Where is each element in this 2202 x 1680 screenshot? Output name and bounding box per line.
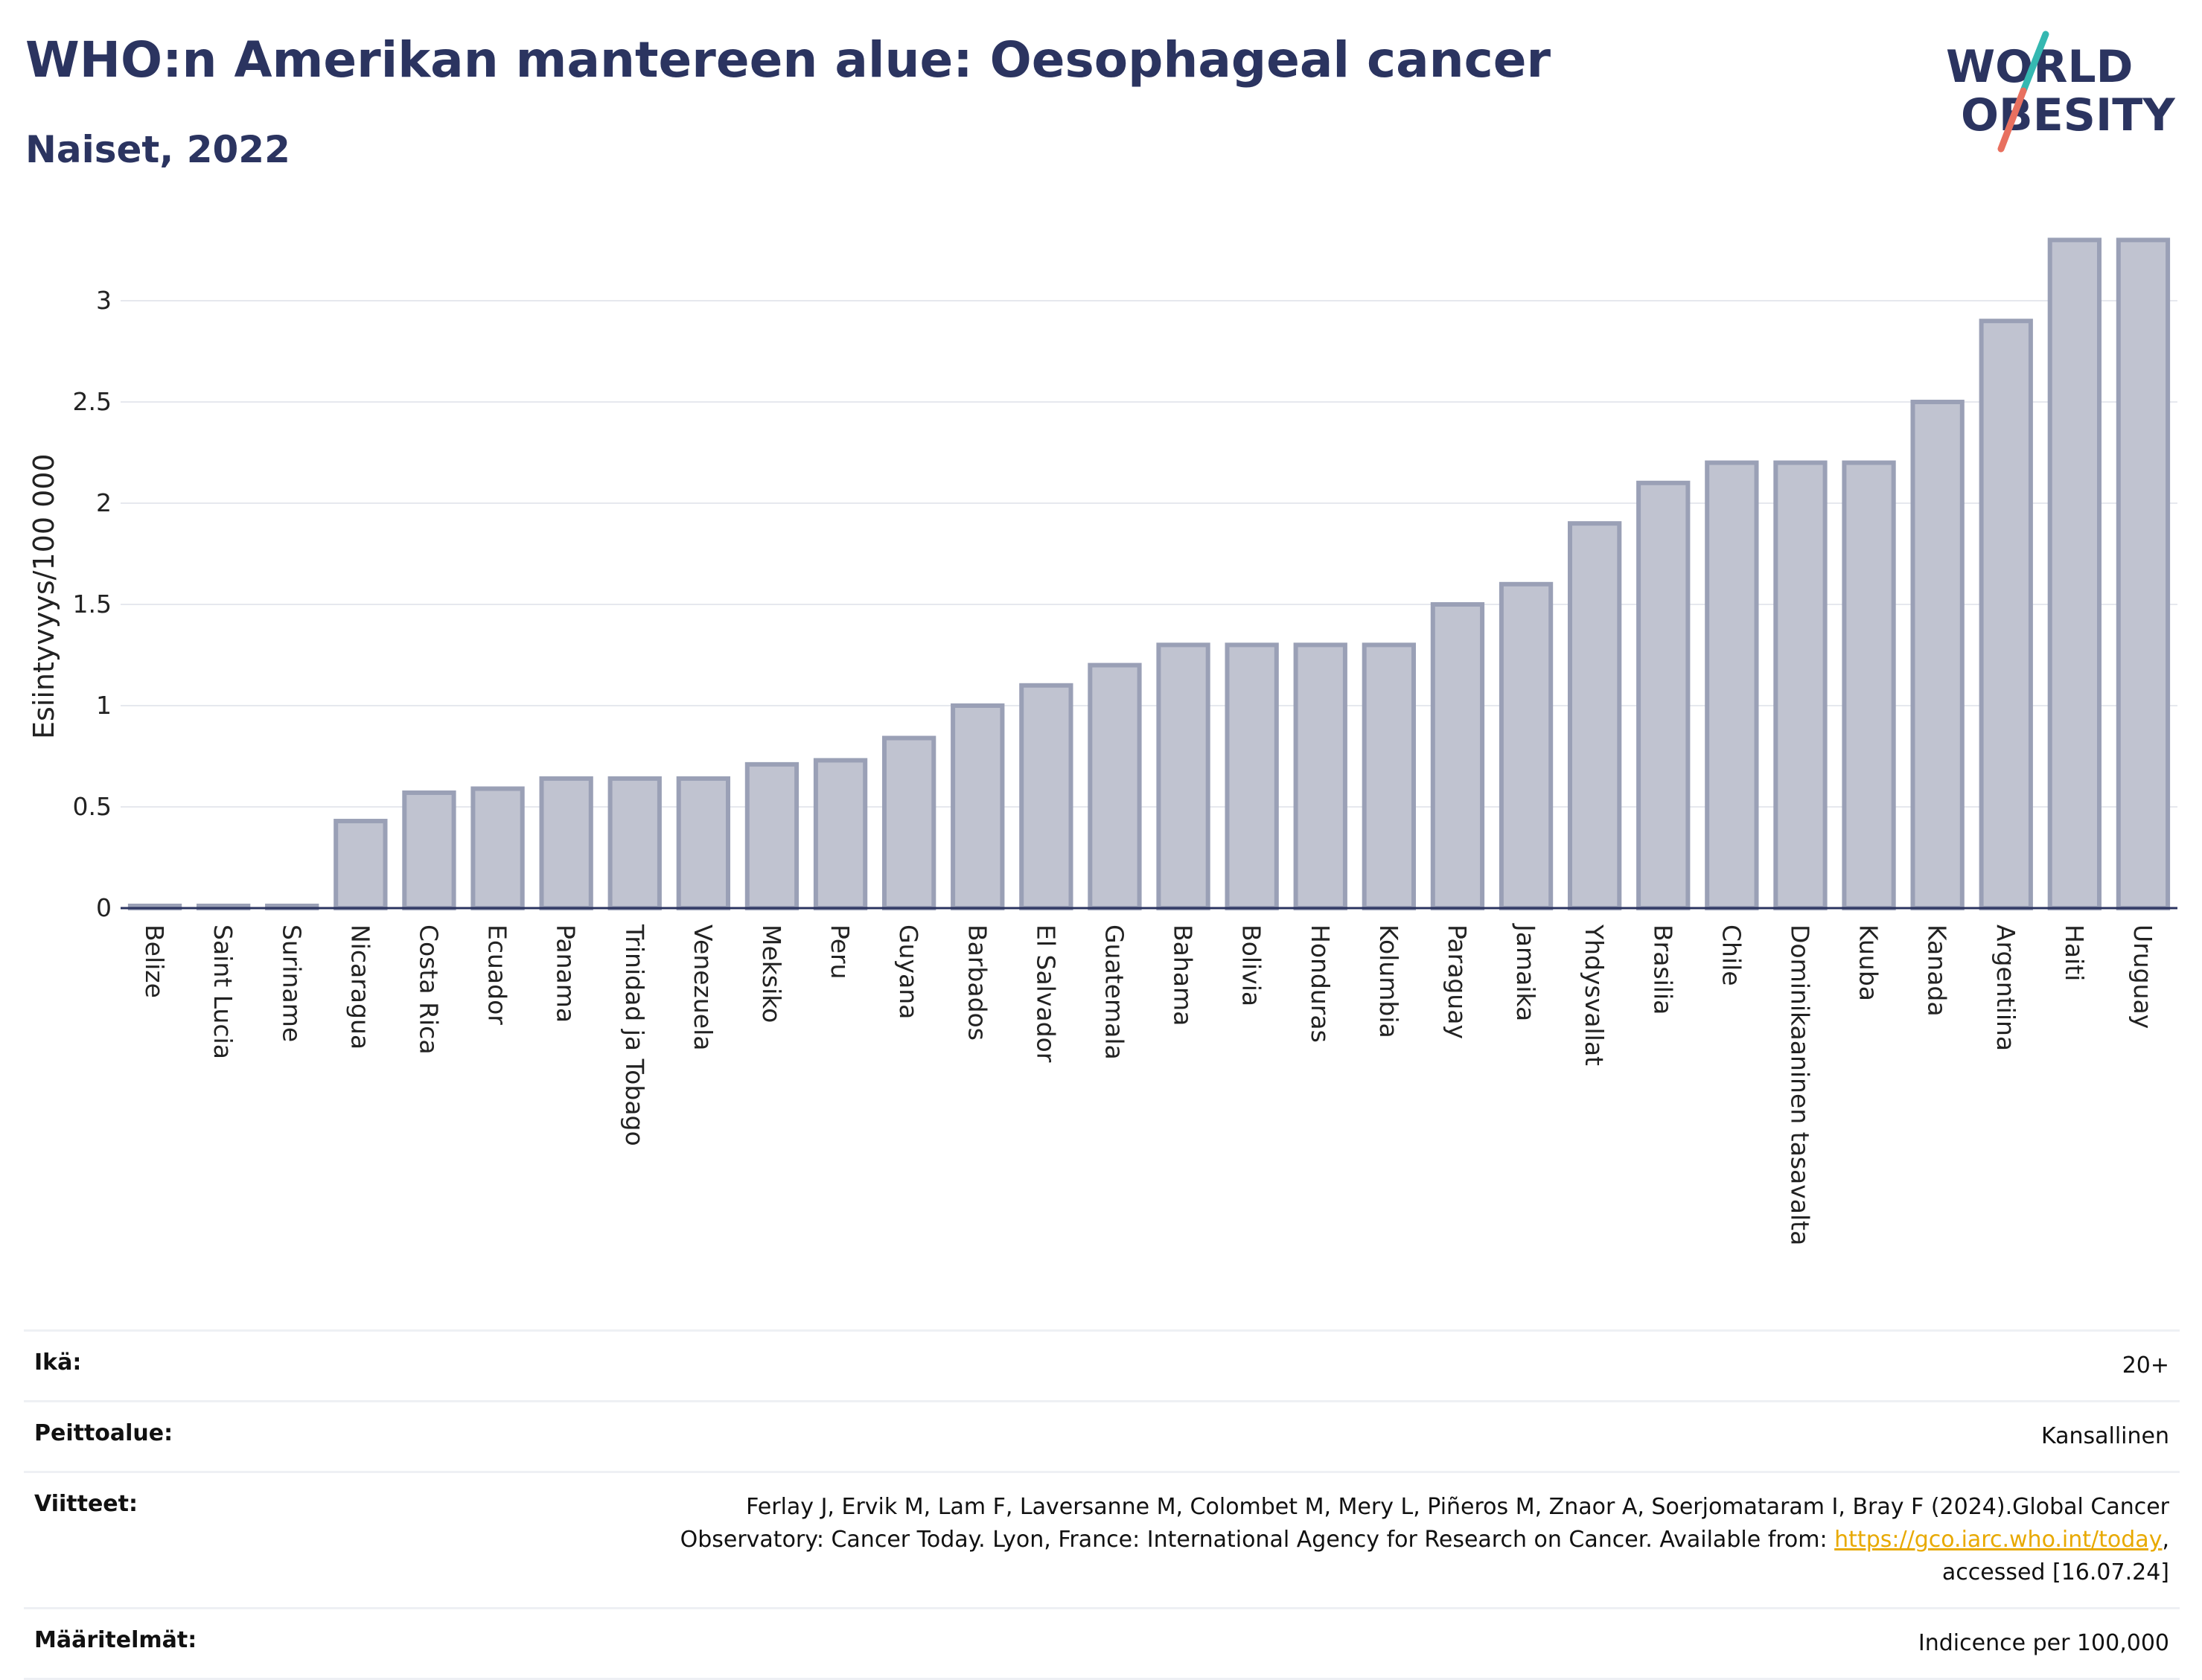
- y-axis-title: Esiintyvyys/100 000: [28, 453, 60, 739]
- y-tick-label: 1.5: [73, 590, 112, 619]
- references-line1: Ferlay J, Ervik M, Lam F, Laversanne M, …: [746, 1494, 2169, 1520]
- x-tick-label: Suriname: [277, 924, 306, 1042]
- x-tick-label: Ecuador: [483, 924, 512, 1025]
- coverage-label: Peittoalue:: [34, 1420, 173, 1446]
- info-row-age: Ikä: 20+: [24, 1329, 2180, 1400]
- x-tick-label: Venezuela: [689, 924, 718, 1050]
- info-row-references: Viitteet: Ferlay J, Ervik M, Lam F, Lave…: [24, 1471, 2180, 1607]
- x-tick-label: Paraguay: [1443, 924, 1472, 1039]
- bars: [127, 237, 2171, 911]
- x-tick-label: Barbados: [963, 924, 992, 1041]
- y-tick-label: 3: [96, 286, 112, 315]
- x-tick-label: Saint Lucia: [208, 924, 237, 1059]
- x-tick-label: Haiti: [2060, 924, 2089, 981]
- logo-line2: OBESITY: [1961, 89, 2176, 141]
- page-title: WHO:n Amerikan mantereen alue: Oesophage…: [25, 31, 1551, 89]
- x-tick-label: Bahama: [1169, 924, 1198, 1026]
- x-tick-labels: Belize Saint Lucia Suriname Nicaragua Costa …: [140, 923, 2157, 1245]
- x-tick-label: Guatemala: [1100, 924, 1129, 1060]
- bar-paraguay: [1430, 602, 1485, 910]
- bar-bahama: [1156, 642, 1210, 911]
- references-line3: accessed [16.07.24]: [1941, 1559, 2169, 1585]
- x-tick-label: El Salvador: [1031, 924, 1060, 1063]
- definitions-label: Määritelmät:: [34, 1627, 197, 1653]
- x-tick-label: Chile: [1717, 924, 1746, 986]
- x-tick-label: Brasilia: [1648, 924, 1677, 1015]
- logo-slash-teal: [2020, 31, 2049, 95]
- x-tick-label: Peru: [826, 924, 855, 980]
- x-tick-label: Kuuba: [1854, 924, 1883, 1001]
- y-tick-labels: 0 0.5 1 1.5 2 2.5 3: [73, 286, 112, 922]
- age-label: Ikä:: [34, 1350, 82, 1376]
- x-tick-label: Trinidad ja Tobago: [620, 924, 649, 1146]
- x-tick-label: Argentiina: [1991, 924, 2020, 1051]
- info-row-coverage: Peittoalue: Kansallinen: [24, 1400, 2180, 1471]
- bar-nicaragua: [334, 819, 388, 911]
- bar-haiti: [2047, 237, 2102, 910]
- bar-meksiko: [744, 761, 800, 910]
- x-tick-label: Meksiko: [757, 924, 786, 1023]
- references-label: Viitteet:: [34, 1491, 138, 1517]
- definitions-value: Indicence per 100,000: [1918, 1630, 2169, 1656]
- x-tick-label: Jamaika: [1511, 923, 1540, 1021]
- bar-kuuba: [1842, 460, 1896, 910]
- bar-jamaika: [1499, 581, 1554, 910]
- x-tick-label: Belize: [140, 924, 169, 998]
- bar-panama: [539, 776, 593, 911]
- page-subtitle: Naiset, 2022: [25, 128, 290, 171]
- y-tick-label: 0: [96, 893, 112, 922]
- world-obesity-logo: WORLD OBESITY: [1935, 30, 2189, 156]
- x-tick-label: Costa Rica: [414, 924, 443, 1055]
- bar-trinidad-ja-tobago: [607, 776, 662, 911]
- logo-slash-red: [1997, 87, 2027, 153]
- y-tick-label: 0.5: [73, 792, 112, 821]
- bar-guyana: [881, 735, 936, 911]
- bar-barbados: [951, 703, 1005, 910]
- bar-uruguay: [2116, 237, 2171, 910]
- x-tick-label: Kolumbia: [1374, 924, 1403, 1038]
- gridlines: [121, 300, 2177, 808]
- bar-peru: [813, 758, 868, 910]
- bar-guatemala: [1088, 662, 1142, 910]
- coverage-value: Kansallinen: [2040, 1423, 2169, 1449]
- bar-ecuador: [470, 786, 525, 911]
- references-comma: ,: [2162, 1527, 2169, 1553]
- references-link[interactable]: https://gco.iarc.who.int/today: [1834, 1527, 2163, 1553]
- x-tick-label: Dominikaaninen tasavalta: [1785, 924, 1814, 1245]
- y-tick-label: 1: [96, 691, 112, 720]
- y-tick-label: 2: [96, 488, 112, 517]
- x-tick-label: Honduras: [1306, 924, 1335, 1043]
- references-line2: Observatory: Cancer Today. Lyon, France:…: [680, 1527, 1835, 1553]
- x-tick-label: Uruguay: [2128, 924, 2157, 1029]
- bar-yhdysvallat: [1567, 521, 1622, 910]
- references-value: Ferlay J, Ervik M, Lam F, Laversanne M, …: [680, 1491, 2169, 1589]
- bar-el-salvador: [1019, 683, 1073, 910]
- bar-argentiina: [1979, 319, 2033, 910]
- x-tick-label: Bolivia: [1237, 924, 1266, 1006]
- info-table: Ikä: 20+ Peittoalue: Kansallinen Viittee…: [24, 1329, 2180, 1680]
- x-tick-label: Kanada: [1923, 924, 1952, 1017]
- x-tick-label: Panama: [552, 924, 581, 1023]
- bar-kanada: [1910, 400, 1965, 910]
- info-row-definitions: Määritelmät: Indicence per 100,000: [24, 1607, 2180, 1680]
- bar-dominikaaninen-tasavalta: [1773, 460, 1828, 910]
- y-tick-label: 2.5: [73, 387, 112, 416]
- x-tick-label: Guyana: [894, 924, 923, 1019]
- bar-chile: [1705, 460, 1759, 910]
- bar-bolivia: [1225, 642, 1279, 911]
- x-tick-label: Yhdysvallat: [1580, 924, 1609, 1066]
- bar-costa-rica: [402, 790, 456, 910]
- bar-venezuela: [676, 776, 731, 911]
- x-tick-label: Nicaragua: [345, 924, 374, 1050]
- bar-honduras: [1293, 642, 1347, 911]
- age-value: 20+: [2122, 1352, 2169, 1379]
- bar-kolumbia: [1362, 642, 1417, 911]
- bar-chart: 0 0.5 1 1.5 2 2.5 3 Belize Saint Lucia Suriname N…: [28, 237, 2177, 1245]
- bar-brasilia: [1636, 480, 1691, 910]
